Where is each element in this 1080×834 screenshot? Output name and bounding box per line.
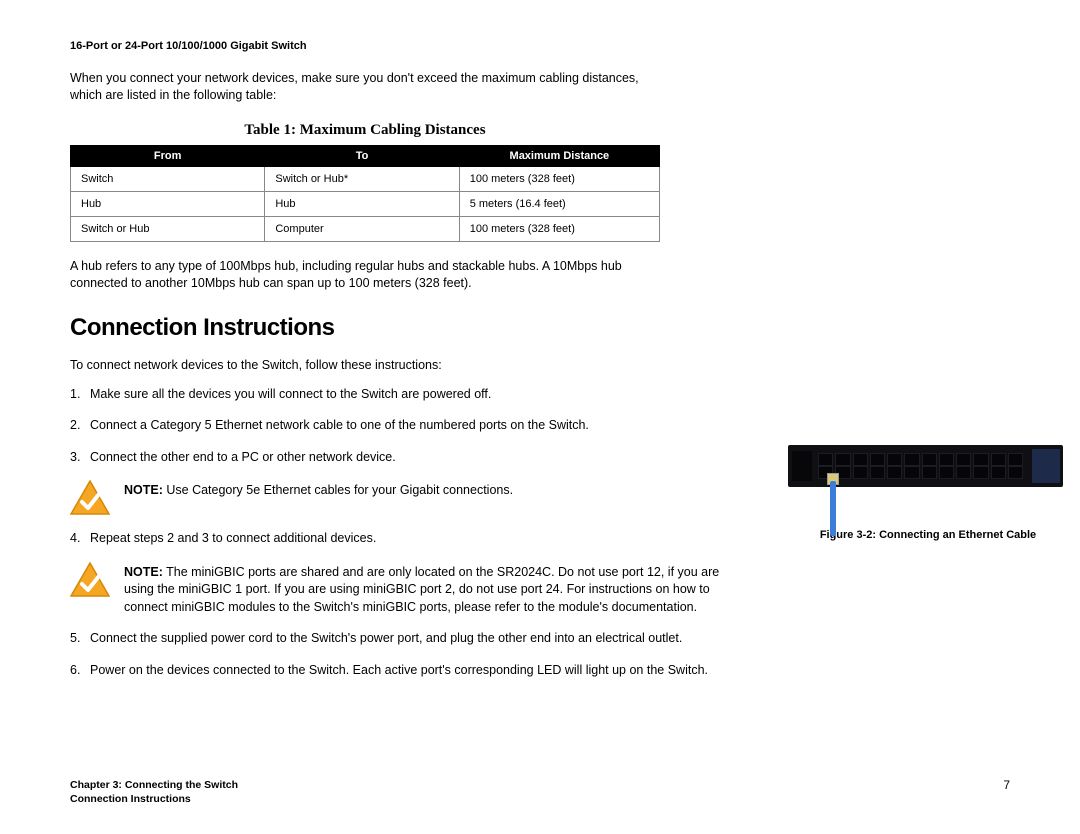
- step-6: Power on the devices connected to the Sw…: [70, 662, 720, 680]
- cell: Switch: [71, 166, 265, 191]
- step-1: Make sure all the devices you will conne…: [70, 386, 720, 404]
- switch-port-row: [818, 453, 1023, 479]
- footer-left: Chapter 3: Connecting the Switch Connect…: [70, 778, 238, 806]
- step-2: Connect a Category 5 Ethernet network ca…: [70, 417, 720, 435]
- col-max: Maximum Distance: [459, 145, 659, 166]
- switch-led-panel: [792, 451, 812, 481]
- instruction-list: Make sure all the devices you will conne…: [70, 386, 720, 467]
- col-from: From: [71, 145, 265, 166]
- footer-chapter: Chapter 3: Connecting the Switch: [70, 778, 238, 792]
- table-title: Table 1: Maximum Cabling Distances: [70, 122, 660, 139]
- page-footer: Chapter 3: Connecting the Switch Connect…: [70, 778, 1010, 806]
- note-1-text: NOTE: Use Category 5e Ethernet cables fo…: [124, 480, 720, 500]
- table-row: Hub Hub 5 meters (16.4 feet): [71, 191, 660, 216]
- switch-brand-label: [1032, 449, 1060, 483]
- step-4: Repeat steps 2 and 3 to connect addition…: [70, 530, 720, 548]
- page-header-title: 16-Port or 24-Port 10/100/1000 Gigabit S…: [70, 40, 1010, 52]
- note-2-text: NOTE: The miniGBIC ports are shared and …: [124, 562, 720, 617]
- cabling-table: From To Maximum Distance Switch Switch o…: [70, 145, 660, 242]
- cell: Hub: [71, 191, 265, 216]
- cell: Switch or Hub*: [265, 166, 459, 191]
- cell: 100 meters (328 feet): [459, 216, 659, 241]
- table-row: Switch or Hub Computer 100 meters (328 f…: [71, 216, 660, 241]
- warning-check-icon: [70, 480, 110, 516]
- note-2: NOTE: The miniGBIC ports are shared and …: [70, 562, 720, 617]
- instruction-list-cont2: Connect the supplied power cord to the S…: [70, 630, 720, 679]
- switch-illustration: [788, 445, 1063, 487]
- cell: Hub: [265, 191, 459, 216]
- footer-page-number: 7: [1003, 778, 1010, 792]
- hub-footnote: A hub refers to any type of 100Mbps hub,…: [70, 258, 670, 292]
- warning-check-icon: [70, 562, 110, 598]
- cell: 100 meters (328 feet): [459, 166, 659, 191]
- note-body: Use Category 5e Ethernet cables for your…: [163, 483, 513, 497]
- note-body: The miniGBIC ports are shared and are on…: [124, 565, 719, 614]
- table-row: Switch Switch or Hub* 100 meters (328 fe…: [71, 166, 660, 191]
- note-1: NOTE: Use Category 5e Ethernet cables fo…: [70, 480, 720, 516]
- footer-section: Connection Instructions: [70, 792, 238, 806]
- col-to: To: [265, 145, 459, 166]
- step-5: Connect the supplied power cord to the S…: [70, 630, 720, 648]
- cell: Computer: [265, 216, 459, 241]
- note-label: NOTE:: [124, 483, 163, 497]
- cell: 5 meters (16.4 feet): [459, 191, 659, 216]
- figure-3-2: Figure 3-2: Connecting an Ethernet Cable: [788, 445, 1068, 541]
- section-intro: To connect network devices to the Switch…: [70, 358, 1010, 372]
- section-heading: Connection Instructions: [70, 314, 1010, 342]
- instruction-list-cont: Repeat steps 2 and 3 to connect addition…: [70, 530, 720, 548]
- note-label: NOTE:: [124, 565, 163, 579]
- ethernet-cable-icon: [830, 481, 836, 536]
- intro-paragraph: When you connect your network devices, m…: [70, 70, 670, 104]
- table-header-row: From To Maximum Distance: [71, 145, 660, 166]
- step-3: Connect the other end to a PC or other n…: [70, 449, 720, 467]
- cell: Switch or Hub: [71, 216, 265, 241]
